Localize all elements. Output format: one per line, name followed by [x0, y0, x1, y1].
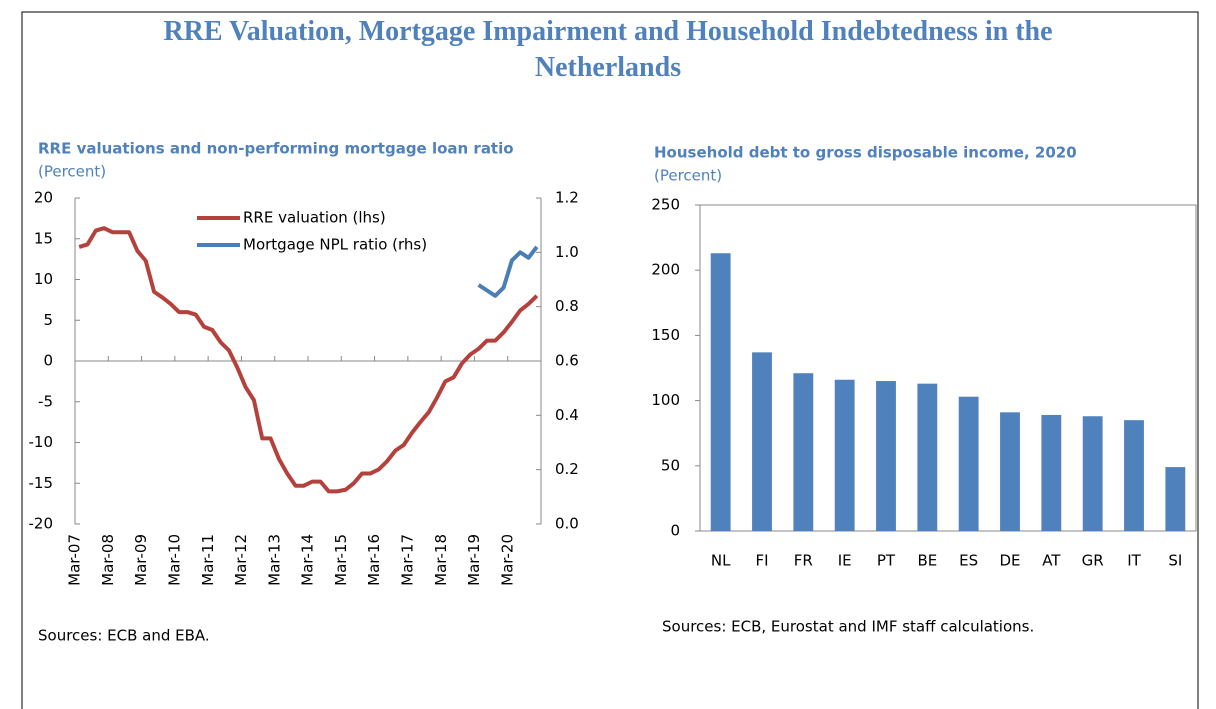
y-tick-label: -5: [38, 392, 53, 410]
figure-title: RRE Valuation, Mortgage Impairment and H…: [163, 16, 1053, 83]
y-tick-label: 50: [661, 456, 680, 474]
y2-tick-label: 0.6: [555, 352, 579, 370]
series-line: [477, 245, 539, 298]
y-tick-label: 250: [651, 196, 680, 214]
x-tick-label: ES: [959, 552, 978, 570]
legend-label: RRE valuation (lhs): [243, 209, 386, 227]
x-tick-label: AT: [1042, 552, 1061, 570]
x-tick-label: FI: [755, 552, 768, 570]
y-tick-label: 20: [34, 189, 53, 207]
x-tick-label: Mar-11: [199, 534, 217, 586]
x-tick-label: SI: [1168, 552, 1182, 570]
bar: [958, 396, 979, 531]
y-tick-label: -20: [29, 515, 54, 533]
y-tick-label: 5: [43, 311, 53, 329]
chart-subtitle: (Percent): [38, 163, 106, 181]
x-tick-label: Mar-07: [66, 534, 84, 586]
y2-tick-label: 0.0: [555, 515, 579, 533]
y-tick-label: -10: [29, 433, 54, 451]
bar: [1165, 467, 1186, 531]
bar: [793, 373, 814, 531]
bar: [1041, 414, 1062, 531]
source-note: Sources: ECB, Eurostat and IMF staff cal…: [662, 618, 1034, 636]
x-tick-label: Mar-18: [432, 534, 450, 586]
y2-tick-label: 1.2: [555, 189, 579, 207]
x-tick-label: Mar-10: [166, 534, 184, 586]
bar: [917, 383, 938, 531]
y2-tick-label: 0.4: [555, 406, 579, 424]
bar: [710, 253, 731, 532]
legend-label: Mortgage NPL ratio (rhs): [243, 236, 427, 254]
bar: [752, 352, 772, 531]
x-tick-label: GR: [1082, 552, 1104, 570]
x-tick-label: FR: [794, 552, 813, 570]
frame: [21, 11, 1199, 709]
y-tick-label: 15: [34, 229, 53, 247]
x-tick-label: Mar-20: [498, 534, 516, 586]
bar: [876, 381, 896, 531]
x-tick-label: Mar-13: [265, 534, 283, 586]
x-tick-label: Mar-17: [399, 534, 417, 586]
x-tick-label: Mar-09: [132, 534, 150, 586]
plot-frame: [699, 204, 1197, 532]
x-tick-label: IE: [838, 552, 852, 570]
y-tick-label: 100: [651, 391, 680, 409]
y-tick-label: -15: [29, 474, 54, 492]
x-tick-label: Mar-08: [99, 534, 117, 586]
bar: [1124, 420, 1144, 531]
x-tick-label: Mar-15: [332, 534, 350, 586]
y2-tick-label: 0.2: [555, 460, 579, 478]
x-tick-label: IT: [1127, 552, 1141, 570]
y-tick-label: 0: [43, 352, 53, 370]
y-tick-label: 150: [651, 326, 680, 344]
x-tick-label: Mar-19: [465, 534, 483, 586]
x-tick-label: DE: [999, 552, 1020, 570]
x-tick-label: Mar-14: [299, 534, 317, 586]
y2-tick-label: 0.8: [555, 297, 579, 315]
y-tick-label: 200: [651, 261, 680, 279]
chart-title: RRE valuations and non-performing mortga…: [38, 140, 514, 158]
source-note: Sources: ECB and EBA.: [38, 627, 210, 645]
y-tick-label: 0: [670, 522, 680, 540]
x-tick-label: PT: [877, 552, 896, 570]
chart-subtitle: (Percent): [654, 167, 722, 185]
x-tick-label: BE: [917, 552, 937, 570]
x-tick-label: Mar-16: [365, 534, 383, 586]
x-tick-label: Mar-12: [232, 534, 250, 586]
y2-tick-label: 1.0: [555, 243, 579, 261]
bar: [1000, 412, 1020, 531]
y-tick-label: 10: [34, 270, 53, 288]
series-line: [78, 226, 539, 494]
bar: [834, 379, 855, 531]
bar: [1082, 416, 1103, 531]
chart-title: Household debt to gross disposable incom…: [654, 144, 1077, 162]
x-tick-label: NL: [711, 552, 731, 570]
